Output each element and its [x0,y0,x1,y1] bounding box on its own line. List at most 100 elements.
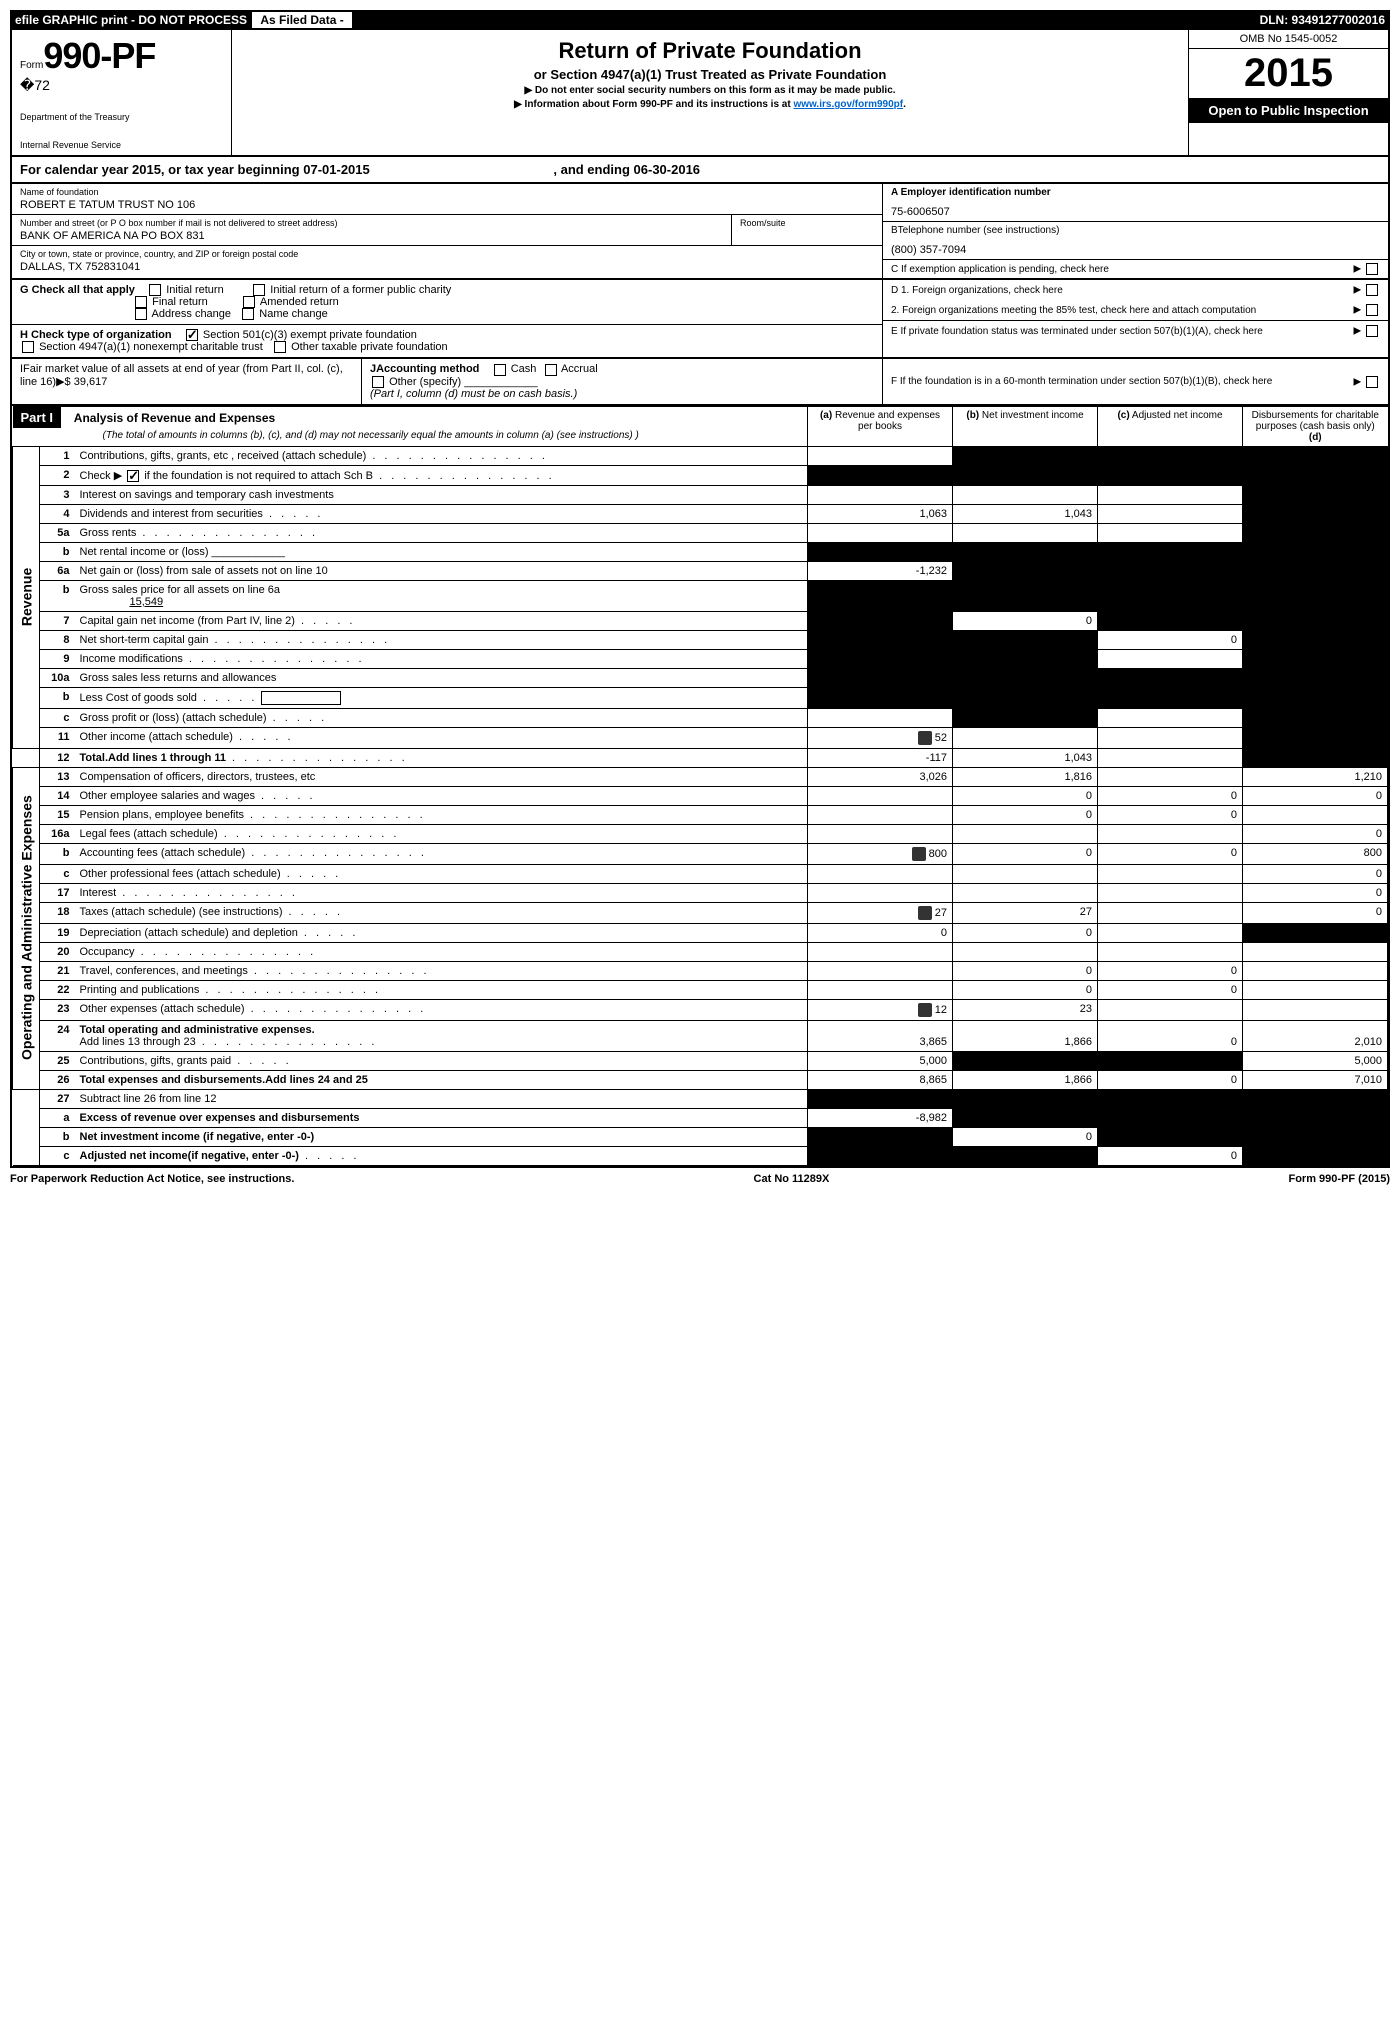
as-filed: As Filed Data - [252,12,351,28]
j-cash-checkbox[interactable] [494,364,506,376]
section-h: H Check type of organization Section 501… [12,325,882,357]
h-4947-checkbox[interactable] [22,341,34,353]
r20-desc: Occupancy [80,946,135,958]
ein-value: 75-6006507 [891,206,1380,218]
g-name-checkbox[interactable] [242,308,254,320]
row-13: Operating and Administrative Expenses 13… [13,767,1388,786]
h-other-checkbox[interactable] [274,341,286,353]
attach-icon[interactable] [918,1003,932,1017]
row-19: 19 Depreciation (attach schedule) and de… [13,923,1388,942]
schb-checkbox[interactable] [127,470,139,482]
section-f: F If the foundation is in a 60-month ter… [882,359,1388,403]
section-g-h-row: G Check all that apply Initial return In… [10,280,1390,359]
r12-desc: Total.Add lines 1 through 11 [80,752,226,764]
row-27: 27 Subtract line 26 from line 12 [13,1089,1388,1108]
header-right: OMB No 1545-0052 2015 Open to Public Ins… [1188,30,1388,155]
foundation-name: ROBERT E TATUM TRUST NO 106 [20,199,874,211]
g-opt1: Initial return [166,284,223,296]
r10a-desc: Gross sales less returns and allowances [75,668,808,687]
exempt-checkbox[interactable] [1366,263,1378,275]
f-checkbox[interactable] [1366,376,1378,388]
foundation-address: BANK OF AMERICA NA PO BOX 831 [20,230,723,242]
section-e: E If private foundation status was termi… [883,321,1388,341]
g-opt6: Name change [259,308,328,320]
row-27a: a Excess of revenue over expenses and di… [13,1108,1388,1127]
row-15: 15 Pension plans, employee benefits 0 0 [13,805,1388,824]
r27a-a: -8,982 [808,1108,953,1127]
r16b-b: 0 [953,843,1098,864]
form-title: Return of Private Foundation [242,38,1178,64]
r24-a: 3,865 [808,1020,953,1051]
exempt-cell: C If exemption application is pending, c… [883,260,1388,278]
address-cell: Number and street (or P O box number if … [12,215,732,245]
section-i: IFair market value of all assets at end … [12,359,362,403]
cal-begin: 07-01-2015 [303,162,370,177]
form-number: 990-PF [43,35,155,76]
row-21: 21 Travel, conferences, and meetings 0 0 [13,961,1388,980]
r16c-desc: Other professional fees (attach schedule… [80,868,281,880]
h-label: H Check type of organization [20,329,172,341]
i-value: 39,617 [74,376,108,388]
r7-desc: Capital gain net income (from Part IV, l… [80,615,295,627]
r24-b: 1,866 [953,1020,1098,1051]
d1-checkbox[interactable] [1366,284,1378,296]
section-j: JAccounting method Cash Accrual Other (s… [362,359,882,403]
j-accrual-checkbox[interactable] [545,364,557,376]
r10c-desc: Gross profit or (loss) (attach schedule) [80,712,267,724]
revenue-label: Revenue [13,446,40,748]
cal-end: 06-30-2016 [634,162,701,177]
addr-label: Number and street (or P O box number if … [20,218,723,228]
r4-a: 1,063 [808,504,953,523]
j-note: (Part I, column (d) must be on cash basi… [370,388,577,400]
row-16a: 16a Legal fees (attach schedule) 0 [13,824,1388,843]
r21-c: 0 [1098,961,1243,980]
form-note1: ▶ Do not enter social security numbers o… [242,85,1178,96]
g-former-checkbox[interactable] [253,284,265,296]
r19-a: 0 [808,923,953,942]
h-501c3-checkbox[interactable] [186,329,198,341]
r18-desc: Taxes (attach schedule) (see instruction… [80,906,283,918]
phone-cell: BTelephone number (see instructions) (80… [883,222,1388,260]
attach-icon[interactable] [918,731,932,745]
ein-cell: A Employer identification number 75-6006… [883,184,1388,222]
r5a-desc: Gross rents [80,527,137,539]
r14-c: 0 [1098,786,1243,805]
dln: DLN: 93491277002016 [1260,13,1385,27]
h-opt2: Section 4947(a)(1) nonexempt charitable … [39,341,263,353]
r14-d: 0 [1243,786,1388,805]
j-label: JAccounting method [370,363,479,375]
r19-b: 0 [953,923,1098,942]
d2-checkbox[interactable] [1366,304,1378,316]
r15-desc: Pension plans, employee benefits [80,809,245,821]
irs-link[interactable]: www.irs.gov/form990pf [793,99,903,110]
r19-desc: Depreciation (attach schedule) and deple… [80,927,298,939]
attach-icon[interactable] [912,847,926,861]
omb-number: OMB No 1545-0052 [1189,30,1388,49]
r6b-desc: Gross sales price for all assets on line… [80,584,281,596]
row-1: Revenue 1 Contributions, gifts, grants, … [13,446,1388,465]
r26-c: 0 [1098,1070,1243,1089]
g-opt4: Amended return [260,296,339,308]
e-checkbox[interactable] [1366,325,1378,337]
r8-desc: Net short-term capital gain [80,634,209,646]
g-final-checkbox[interactable] [135,296,147,308]
r22-desc: Printing and publications [80,984,200,996]
row-5a: 5a Gross rents [13,523,1388,542]
row-7: 7 Capital gain net income (from Part IV,… [13,611,1388,630]
j-opt2: Accrual [561,363,598,375]
row-10b: b Less Cost of goods sold [13,687,1388,708]
r27c-c: 0 [1098,1146,1243,1165]
row-27c: c Adjusted net income(if negative, enter… [13,1146,1388,1165]
room-label: Room/suite [740,218,874,228]
g-address-checkbox[interactable] [135,308,147,320]
attach-icon[interactable] [918,906,932,920]
g-amended-checkbox[interactable] [243,296,255,308]
r15-c: 0 [1098,805,1243,824]
r15-b: 0 [953,805,1098,824]
top-bar: efile GRAPHIC print - DO NOT PROCESS As … [10,10,1390,30]
row-2: 2 Check ▶ if the foundation is not requi… [13,465,1388,485]
j-other-checkbox[interactable] [372,376,384,388]
dept-irs: Internal Revenue Service [20,140,223,150]
g-initial-checkbox[interactable] [149,284,161,296]
r6a-a: -1,232 [808,561,953,580]
